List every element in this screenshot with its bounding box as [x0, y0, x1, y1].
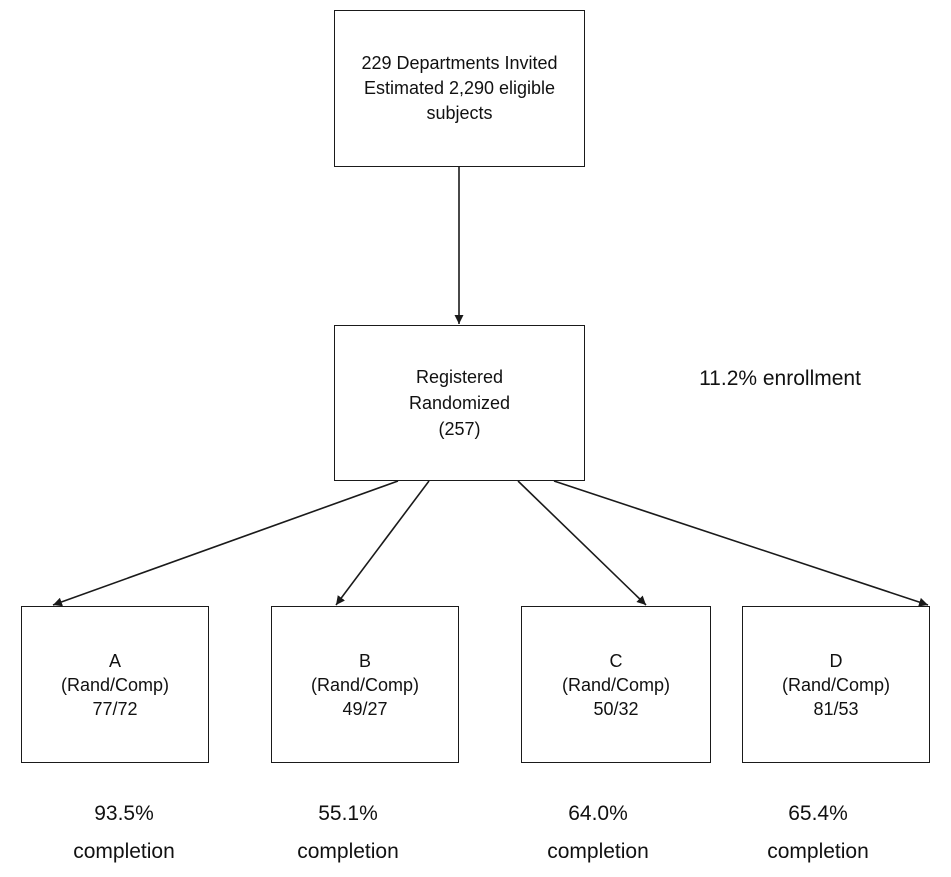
arm-a-name: A	[108, 650, 121, 671]
arm-a-box: A (Rand/Comp) 77/72	[21, 606, 209, 763]
arm-a-completion-pct: 93.5%	[94, 802, 154, 825]
arm-d-completion: 65.4% completion	[708, 795, 928, 871]
arm-c-completion: 64.0% completion	[488, 795, 708, 871]
arm-c-name: C	[609, 650, 623, 671]
registered-line-2: Randomized	[408, 393, 511, 413]
arm-a-sublabel: (Rand/Comp)	[60, 674, 170, 695]
arm-c-completion-pct: 64.0%	[568, 802, 628, 825]
invited-line-2: Estimated 2,290 eligible	[363, 78, 556, 98]
arm-a-completion-label: completion	[73, 840, 175, 863]
invited-line-3: subjects	[426, 103, 493, 123]
arrow-to-arm-b	[335, 480, 430, 606]
registered-randomized-box: Registered Randomized (257)	[334, 325, 585, 481]
invited-line-1: 229 Departments Invited	[361, 53, 558, 73]
arrow-to-arm-a	[52, 480, 399, 607]
invited-departments-box: 229 Departments Invited Estimated 2,290 …	[334, 10, 585, 167]
arm-a-completion: 93.5% completion	[14, 795, 234, 871]
arm-b-completion-label: completion	[297, 840, 399, 863]
arm-d-counts: 81/53	[813, 698, 859, 719]
arm-d-box: D (Rand/Comp) 81/53	[742, 606, 930, 763]
arm-b-name: B	[358, 650, 371, 671]
arm-b-completion: 55.1% completion	[238, 795, 458, 871]
arm-d-completion-pct: 65.4%	[788, 802, 848, 825]
arrow-to-arm-d	[553, 480, 929, 607]
arm-b-box: B (Rand/Comp) 49/27	[271, 606, 459, 763]
arm-d-completion-label: completion	[767, 840, 869, 863]
arm-c-counts: 50/32	[593, 698, 639, 719]
arm-a-counts: 77/72	[92, 698, 138, 719]
arm-b-counts: 49/27	[342, 698, 388, 719]
enrollment-rate-note: 11.2% enrollment	[699, 367, 861, 390]
arm-c-completion-label: completion	[547, 840, 649, 863]
arm-d-name: D	[829, 650, 843, 671]
registered-count: (257)	[438, 419, 481, 439]
arm-c-box: C (Rand/Comp) 50/32	[521, 606, 711, 763]
arm-c-sublabel: (Rand/Comp)	[561, 674, 671, 695]
arm-d-sublabel: (Rand/Comp)	[781, 674, 891, 695]
arrow-to-arm-c	[517, 480, 647, 606]
arm-b-completion-pct: 55.1%	[318, 802, 378, 825]
arm-b-sublabel: (Rand/Comp)	[310, 674, 420, 695]
registered-line-1: Registered	[415, 367, 504, 387]
